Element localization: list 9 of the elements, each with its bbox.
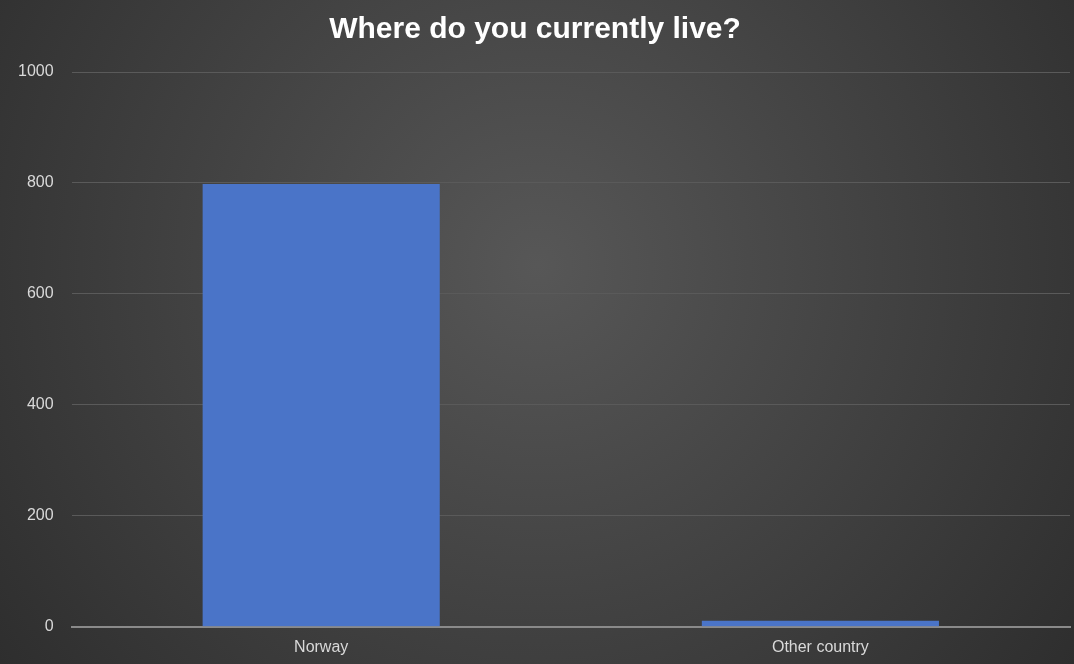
y-tick-label: 200: [26, 506, 54, 524]
x-tick-label: Norway: [294, 637, 349, 655]
y-tick-label: 1000: [18, 62, 54, 80]
y-tick-label: 400: [26, 395, 54, 413]
chart-title: Where do you currently live?: [329, 11, 741, 45]
y-tick-label: 600: [26, 284, 54, 302]
y-tick-label: 0: [44, 617, 54, 635]
y-tick-label: 800: [26, 173, 54, 191]
x-tick-label: Other country: [771, 637, 869, 655]
